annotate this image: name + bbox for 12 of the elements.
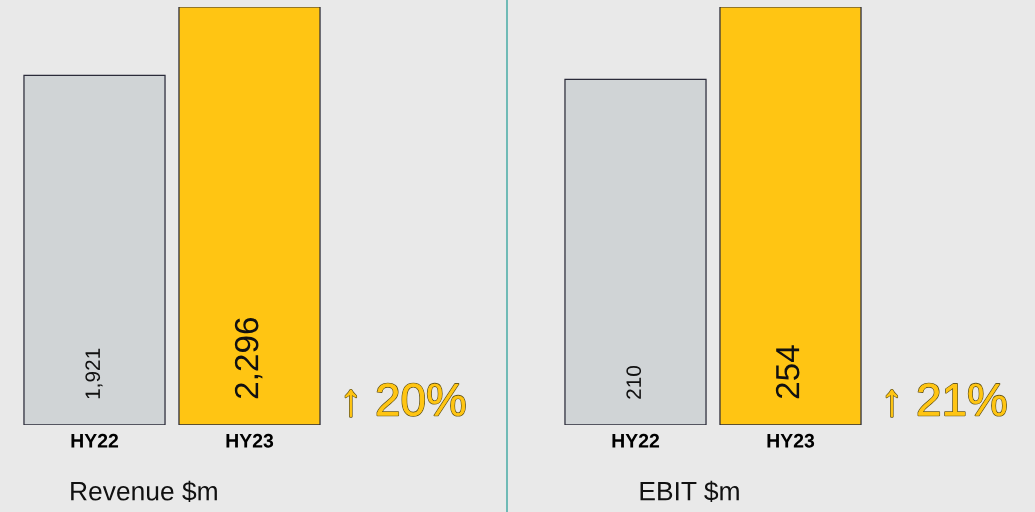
x-tick-label: HY23 [767,433,815,448]
text: ↑ 20% [345,383,466,417]
text: ↑ 21% [886,383,1007,417]
data-label: 2,296 [234,317,263,399]
text: EBIT $m [640,480,739,503]
x-tick-label: HY22 [71,433,119,448]
x-tick-label: HY22 [612,433,660,448]
text: Revenue $m [71,480,217,503]
data-label: 1,921 [85,348,103,399]
data-label: 254 [775,345,800,399]
x-tick-label: HY23 [226,433,274,448]
data-label: 210 [626,365,642,399]
